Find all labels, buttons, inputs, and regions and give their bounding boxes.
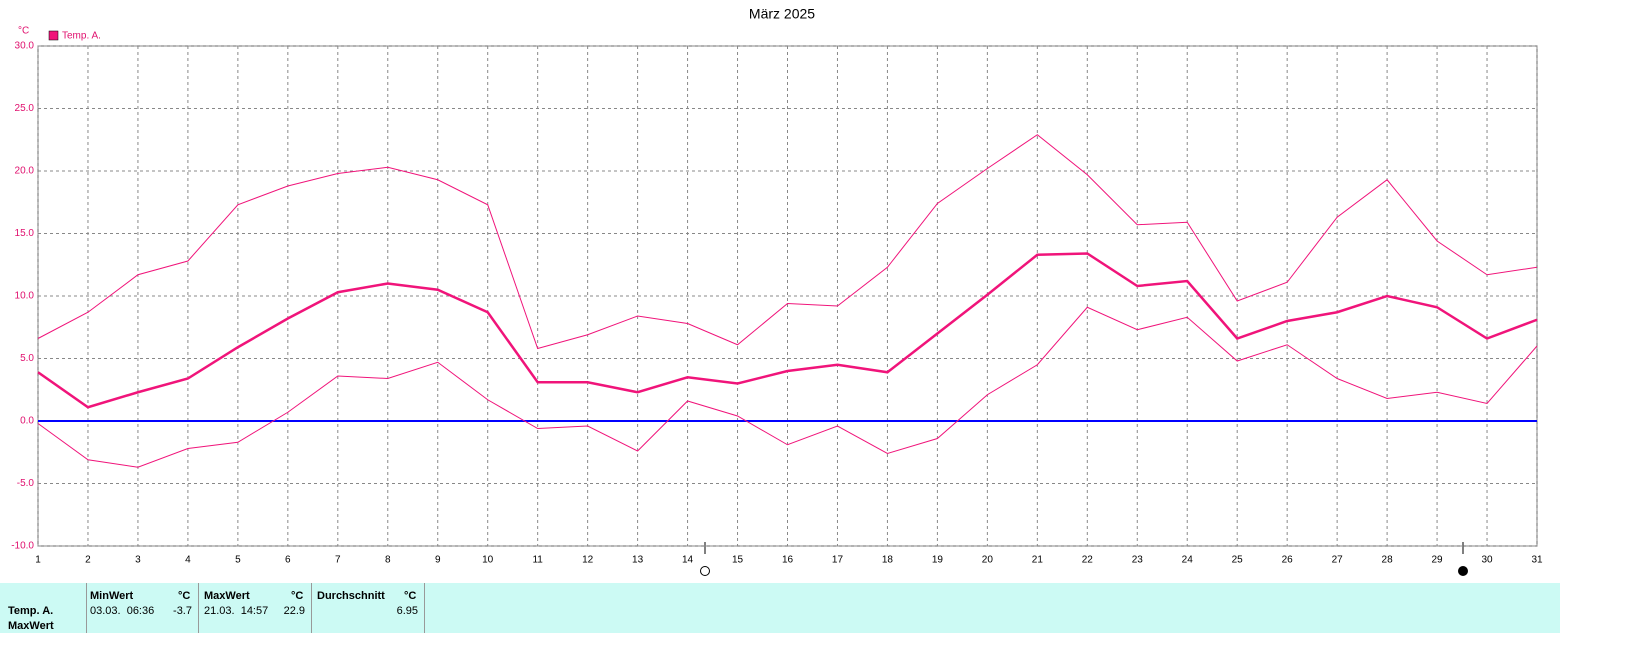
x-tick-label: 9: [435, 555, 441, 566]
y-tick-label: -10.0: [11, 541, 34, 552]
y-axis-label: °C: [18, 26, 29, 37]
x-tick-label: 3: [135, 555, 141, 566]
x-tick-label: 2: [85, 555, 91, 566]
cell: 22.9: [283, 605, 305, 617]
temperature-line: [37, 252, 1538, 409]
x-tick-label: 30: [1481, 555, 1493, 566]
temperature-line: [37, 306, 1538, 468]
x-tick-label: 4: [185, 555, 191, 566]
y-tick-label: 5.0: [20, 353, 34, 364]
x-tick-label: 11: [532, 555, 543, 566]
legend-label: Temp. A.: [62, 31, 101, 42]
x-tick-label: 24: [1182, 555, 1194, 566]
x-tick-label: 21: [1032, 555, 1044, 566]
temperature-line: [37, 134, 1538, 350]
x-tick-label: 13: [632, 555, 644, 566]
x-tick-label: 28: [1382, 555, 1394, 566]
stats-table: MinWert °C MaxWert °C Durchschnitt °C Te…: [0, 583, 1560, 633]
column-divider: [311, 583, 312, 633]
chart-title: März 2025: [749, 6, 815, 22]
legend-swatch: [48, 30, 59, 41]
x-tick-label: 20: [982, 555, 994, 566]
chart: März 2025 °C -10.0 -5.0 0.0 5.0 10.0 15.0 20.0…: [11, 6, 1543, 576]
full-moon: [700, 566, 710, 576]
x-tick-label: 22: [1082, 555, 1094, 566]
header: MinWert: [90, 590, 134, 602]
y-tick-label: 15.0: [15, 228, 35, 239]
x-tick-label: 23: [1132, 555, 1144, 566]
header: °C: [404, 590, 417, 602]
x-tick-label: 26: [1282, 555, 1294, 566]
x-tick-label: 31: [1531, 555, 1543, 566]
header: °C: [291, 590, 304, 602]
column-divider: [198, 583, 199, 633]
cell: -3.7: [173, 605, 192, 617]
y-tick-label: -5.0: [17, 478, 35, 489]
row-label: MaxWert: [8, 620, 54, 632]
column-divider: [424, 583, 425, 633]
y-tick-label: 0.0: [20, 416, 34, 427]
x-tick-label: 12: [582, 555, 594, 566]
x-tick-label: 17: [832, 555, 844, 566]
cell: 6.95: [396, 605, 418, 617]
x-tick-label: 14: [682, 555, 694, 566]
header: MaxWert: [204, 590, 250, 602]
new-moon: [1458, 566, 1468, 576]
x-tick-label: 29: [1432, 555, 1444, 566]
header: Durchschnitt: [317, 590, 385, 602]
y-tick-label: 20.0: [15, 166, 35, 177]
x-tick-label: 27: [1332, 555, 1344, 566]
x-tick-label: 1: [35, 555, 41, 566]
x-tick-label: 15: [732, 555, 744, 566]
y-tick-label: 30.0: [15, 41, 35, 52]
row-label: Temp. A.: [8, 605, 54, 617]
x-tick-label: 16: [782, 555, 794, 566]
x-tick-label: 8: [385, 555, 391, 566]
x-tick-label: 7: [335, 555, 341, 566]
y-tick-label: 10.0: [15, 291, 35, 302]
column-divider: [86, 583, 87, 633]
header: °C: [178, 590, 191, 602]
y-tick-label: 25.0: [15, 103, 35, 114]
x-tick-label: 18: [882, 555, 894, 566]
x-tick-label: 6: [285, 555, 291, 566]
cell: 03.03. 06:36: [90, 605, 155, 617]
x-tick-label: 5: [235, 555, 241, 566]
cell: 21.03. 14:57: [204, 605, 269, 617]
x-tick-label: 10: [482, 555, 494, 566]
x-tick-label: 25: [1232, 555, 1244, 566]
x-tick-label: 19: [932, 555, 944, 566]
